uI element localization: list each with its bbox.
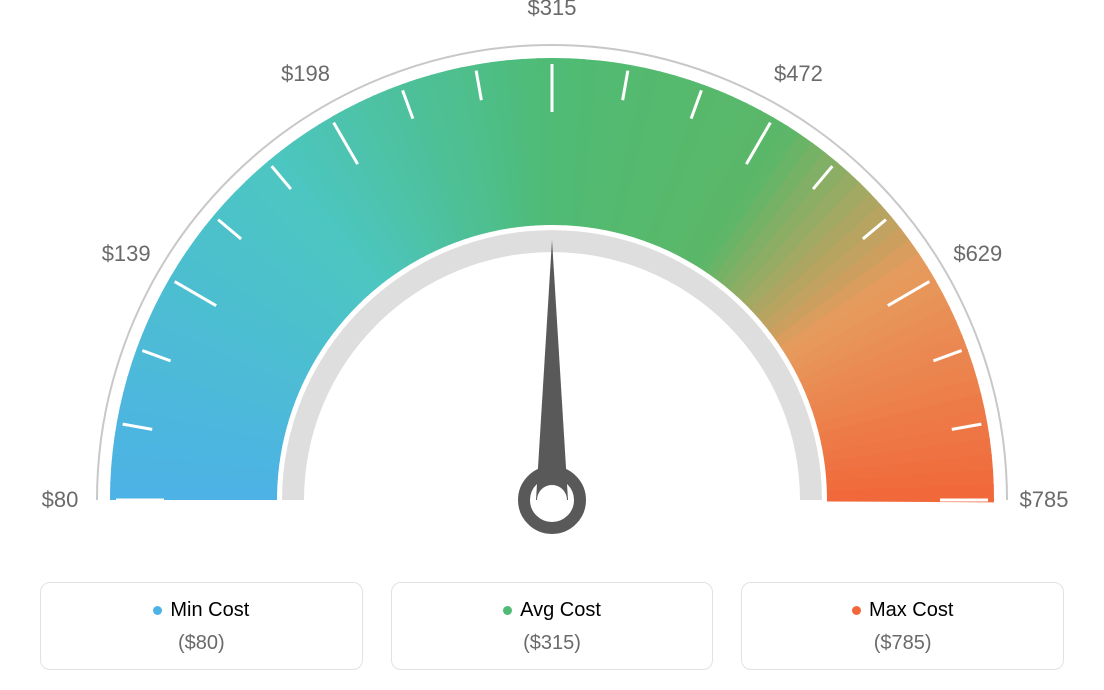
avg-cost-label: Avg Cost (520, 599, 601, 622)
gauge-svg (0, 0, 1104, 560)
scale-label: $629 (953, 241, 1002, 267)
min-cost-card: Min Cost ($80) (40, 582, 363, 670)
min-cost-label: Min Cost (170, 599, 249, 622)
legend-row: Min Cost ($80) Avg Cost ($315) Max Cost … (40, 582, 1064, 670)
avg-cost-title: Avg Cost (503, 599, 601, 622)
scale-label: $139 (102, 241, 151, 267)
scale-label: $80 (42, 487, 79, 513)
avg-cost-card: Avg Cost ($315) (391, 582, 714, 670)
scale-label: $472 (774, 61, 823, 87)
min-cost-value: ($80) (51, 632, 352, 655)
avg-dot-icon (503, 606, 512, 615)
scale-label: $198 (281, 61, 330, 87)
min-dot-icon (153, 606, 162, 615)
max-dot-icon (852, 606, 861, 615)
min-cost-title: Min Cost (153, 599, 249, 622)
avg-cost-value: ($315) (402, 632, 703, 655)
scale-label: $315 (528, 0, 577, 21)
max-cost-value: ($785) (752, 632, 1053, 655)
max-cost-card: Max Cost ($785) (741, 582, 1064, 670)
cost-gauge: $80 $139 $198 $315 $472 $629 $785 (0, 0, 1104, 560)
max-cost-title: Max Cost (852, 599, 953, 622)
scale-label: $785 (1020, 487, 1069, 513)
max-cost-label: Max Cost (869, 599, 953, 622)
